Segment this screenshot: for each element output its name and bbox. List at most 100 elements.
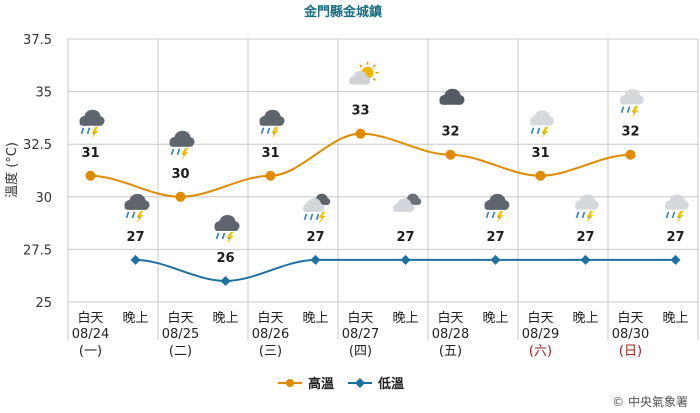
rain-drop [80,127,85,135]
x-date-label: 08/28 [432,327,469,342]
rain-drop [530,127,535,135]
rain-drop [491,211,496,219]
x-period-label: 晚上 [482,311,508,326]
thunderstorm-icon [214,214,240,244]
temperature-label: 30 [171,167,189,182]
cloud-part [393,206,414,212]
data-point-high [265,170,276,181]
cloud-part [575,203,598,210]
cloud-part [259,119,284,126]
x-date-label: 08/24 [72,327,109,342]
data-point-low [310,254,321,265]
temperature-label: 27 [396,230,414,245]
x-period-label: 白天 [257,310,283,326]
rain-drop [221,232,226,240]
y-tick-label: 25 [35,296,52,311]
cloud-shape [303,198,325,212]
temperature-label: 27 [576,230,594,245]
grid [67,38,699,340]
x-weekday-label: (六) [529,344,552,359]
chart-title: 金門縣金城鎮 [303,4,382,20]
x-date-label: 08/29 [522,327,559,342]
x-period-label: 白天 [77,310,103,326]
y-tick-label: 27.5 [23,243,52,258]
data-point-low [220,275,231,286]
rain-icon [620,89,644,118]
cloud-shape [124,193,150,210]
x-date-label: 08/26 [252,327,289,342]
x-period-label: 白天 [347,310,373,326]
partly-cloudy-icon [349,61,379,85]
cloud-shape [259,109,285,126]
legend-marker-low [355,378,365,388]
x-period-label: 晚上 [122,311,148,326]
lightning-bolt [181,147,189,160]
cloud-part [484,203,509,210]
cloud-shape [169,130,195,147]
sun-ray [359,64,363,68]
y-tick-label: 37.5 [23,33,52,48]
rain-drop [536,127,541,135]
rain-drop [575,211,580,219]
data-point-low [490,254,501,265]
x-date-label: 08/30 [612,327,649,342]
x-weekday-label: (二) [169,344,192,359]
cloud-part [439,98,464,105]
temperature-label: 27 [486,230,504,245]
lightning-bolt [496,210,504,223]
rain-drop [260,127,265,135]
rain-drop [485,211,490,219]
x-period-label: 晚上 [392,311,418,326]
cloud-shape [349,71,371,85]
x-weekday-label: (三) [259,344,282,359]
rain-icon [530,110,554,139]
cloud-part [303,206,324,212]
rain-drop [309,213,314,221]
cloud-part [620,98,643,105]
lightning-bolt [586,210,594,223]
rain-drop [131,211,136,219]
temperature-label: 31 [531,146,549,161]
rain-icon [665,194,689,223]
rain-drop [581,211,586,219]
legend-label-low: 低溫 [377,376,404,392]
temperature-label: 32 [441,125,459,140]
x-weekday-label: (日) [619,344,642,359]
x-date-label: 08/25 [162,327,199,342]
y-axis-label: 溫度 (°C) [4,142,20,198]
cloud-shape [214,214,240,231]
cloud-part [214,224,239,231]
data-point-low [580,254,591,265]
data-point-low [130,254,141,265]
cloud-shape [665,194,689,210]
temperature-label: 26 [216,251,234,266]
lightning-bolt [226,231,234,244]
rain-drop [170,148,175,156]
cloud-part [349,79,370,85]
temperature-label: 31 [261,146,279,161]
data-points [85,128,681,286]
lightning-bolt [318,211,326,224]
temperature-label: 27 [126,230,144,245]
cloud-shape [439,88,465,105]
data-point-high [625,149,636,160]
temperature-label: 33 [351,104,369,119]
x-period-label: 白天 [617,310,643,326]
legend-label-high: 高溫 [308,376,334,392]
rain-icon [575,194,599,223]
temperature-label: 32 [621,125,639,140]
rain-drop [266,127,271,135]
x-period-label: 白天 [167,310,193,326]
rain-drop [125,211,130,219]
lightning-bolt [271,126,279,139]
rain-drop [626,106,631,113]
rain-drop [315,213,320,221]
rain-drop [303,213,308,221]
data-point-high [85,170,96,181]
cloud-shape [79,109,105,126]
temperature-label: 27 [306,230,324,245]
y-axis-ticks: 37.5 35 32.5 30 27.5 25 [23,33,52,311]
thunderstorm-icon [259,109,285,139]
cloud-part [124,203,149,210]
